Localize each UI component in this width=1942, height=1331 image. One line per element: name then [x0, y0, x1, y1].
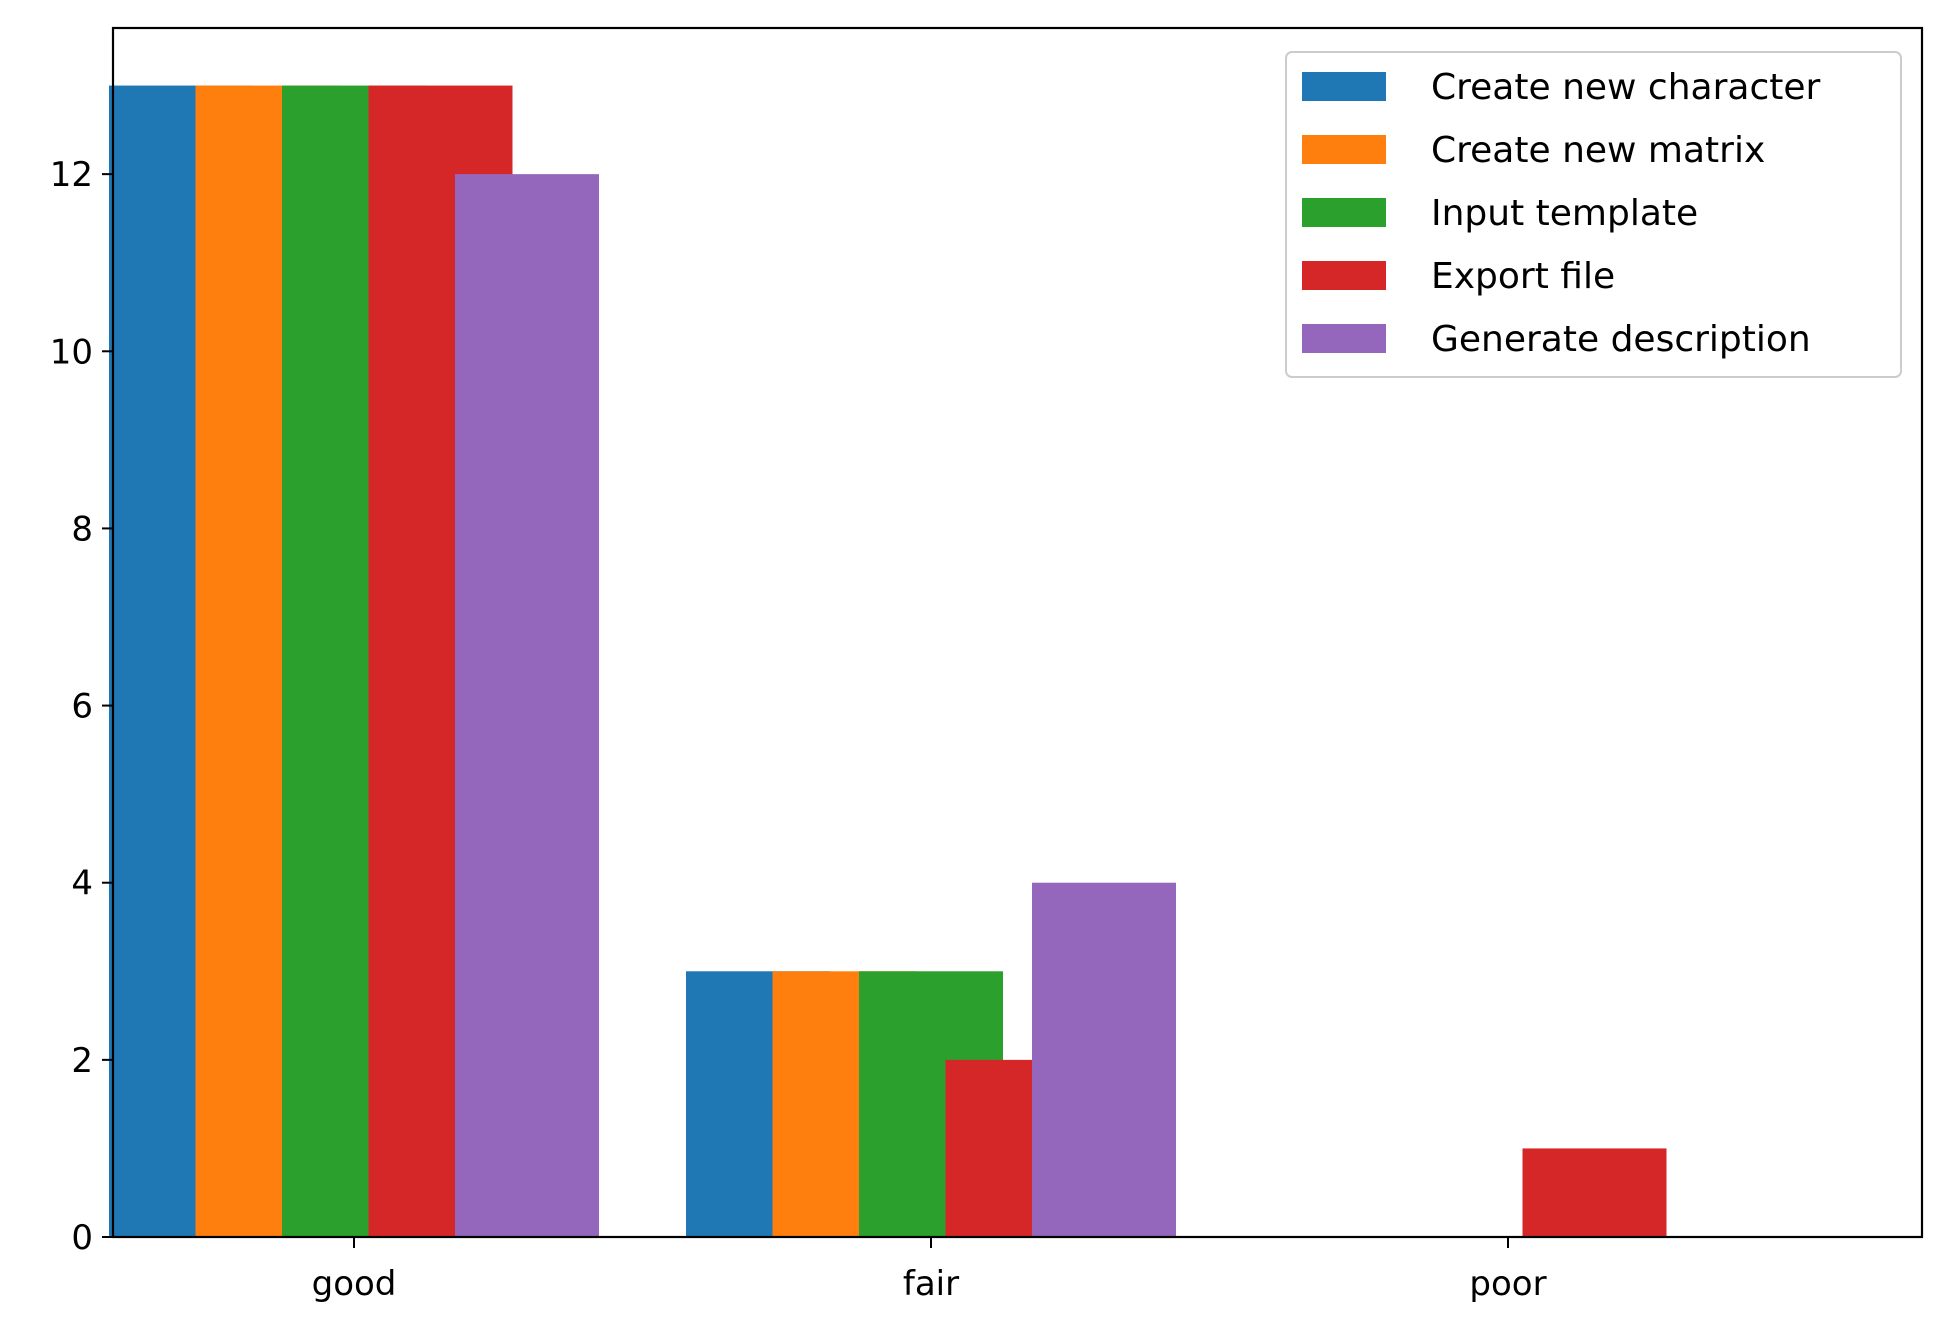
bars-layer [109, 85, 1667, 1238]
legend-label-4: Export file [1431, 256, 1615, 297]
legend-label-5: Generate description [1431, 319, 1811, 360]
y-axis: 0 2 4 6 8 10 12 [50, 155, 113, 1258]
legend-swatch-2 [1302, 135, 1386, 164]
legend-label-2: Create new matrix [1431, 130, 1765, 171]
bar-good-5 [455, 174, 599, 1238]
legend-swatch-1 [1302, 72, 1386, 101]
x-tick-label-poor: poor [1469, 1264, 1546, 1304]
legend: Create new character Create new matrix Inp… [1285, 51, 1902, 378]
legend-swatch-3 [1302, 198, 1386, 227]
legend-swatch-5 [1302, 324, 1386, 353]
x-axis: good fair poor [312, 1237, 1547, 1304]
plot-frame [111, 26, 1924, 1239]
bar-fair-5 [1032, 882, 1176, 1237]
y-tick-label: 12 [50, 155, 93, 195]
legend-label-1: Create new character [1431, 67, 1821, 108]
y-tick-label: 10 [50, 332, 93, 372]
legend-box [1285, 51, 1902, 378]
bar-poor-4 [1522, 1148, 1667, 1237]
y-tick-label: 8 [71, 509, 93, 549]
x-tick-label-good: good [312, 1264, 397, 1304]
y-tick-label: 6 [71, 687, 93, 727]
y-tick-label: 0 [71, 1218, 93, 1258]
legend-swatch-4 [1302, 261, 1386, 290]
y-tick-label: 2 [71, 1041, 93, 1081]
x-tick-label-fair: fair [903, 1264, 959, 1304]
legend-label-3: Input template [1431, 193, 1698, 234]
y-tick-label: 4 [71, 864, 93, 904]
